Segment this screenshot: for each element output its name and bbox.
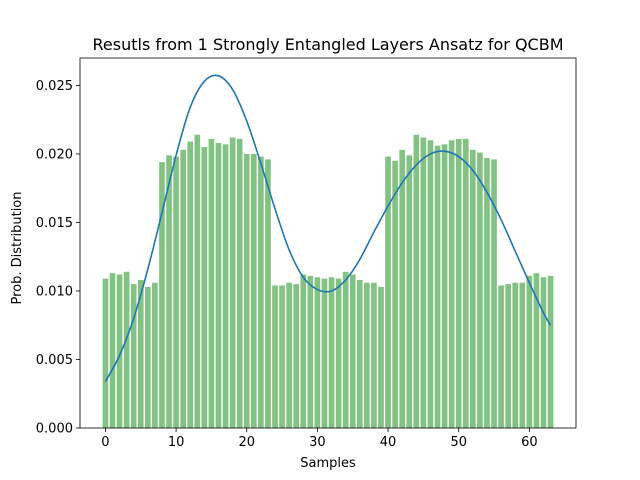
bar xyxy=(145,286,151,428)
y-tick-label: 0.025 xyxy=(36,79,73,94)
bar xyxy=(286,282,292,428)
bar xyxy=(250,153,257,429)
bar-series xyxy=(102,134,554,429)
bar xyxy=(342,271,349,428)
x-tick-label: 30 xyxy=(309,435,326,450)
bar xyxy=(364,282,370,428)
y-axis-ticks: 0.000 0.005 0.010 0.015 0.020 0.025 xyxy=(36,79,80,437)
bar xyxy=(441,144,448,429)
bar xyxy=(420,137,427,428)
bar xyxy=(547,275,554,428)
bar xyxy=(505,284,511,428)
y-axis-title: Prob. Distribution xyxy=(10,192,25,305)
bar xyxy=(173,156,179,428)
bar xyxy=(455,138,462,428)
bar xyxy=(166,155,172,428)
bar xyxy=(540,277,547,428)
bar xyxy=(406,155,413,428)
x-tick-label: 60 xyxy=(521,435,538,450)
bar xyxy=(152,282,158,428)
x-axis-title: Samples xyxy=(300,456,356,471)
x-tick-label: 20 xyxy=(238,435,255,450)
bar xyxy=(519,282,526,428)
bar xyxy=(243,153,250,429)
bar xyxy=(356,280,363,428)
bar xyxy=(123,271,130,428)
chart-title: Resutls from 1 Strongly Entangled Layers… xyxy=(93,35,564,54)
bar xyxy=(321,278,328,428)
bar xyxy=(462,138,469,428)
bar xyxy=(477,152,483,429)
bar xyxy=(229,137,236,428)
y-tick-label: 0.010 xyxy=(36,284,73,299)
y-tick-label: 0.005 xyxy=(36,353,73,368)
bar xyxy=(314,277,321,428)
bar xyxy=(512,282,519,428)
x-axis-ticks: 0 10 20 30 40 50 60 xyxy=(101,428,538,450)
bar xyxy=(413,134,420,429)
bar xyxy=(208,138,215,428)
bar xyxy=(427,140,434,428)
bar xyxy=(180,149,186,428)
bar xyxy=(328,277,335,428)
bar xyxy=(399,149,406,428)
bar xyxy=(349,274,356,428)
bar xyxy=(222,144,229,429)
bar xyxy=(385,156,391,428)
x-tick-label: 10 xyxy=(168,435,185,450)
bar xyxy=(109,273,116,428)
bar xyxy=(194,134,201,429)
bar xyxy=(272,285,278,428)
bar xyxy=(265,159,271,428)
y-tick-label: 0.000 xyxy=(36,422,73,437)
bar xyxy=(215,142,222,429)
bar xyxy=(130,284,137,428)
bar xyxy=(236,138,243,428)
bar xyxy=(335,278,342,428)
bar xyxy=(470,149,476,428)
bar xyxy=(498,285,504,428)
bar xyxy=(484,158,490,428)
bar xyxy=(378,286,384,428)
bar xyxy=(201,147,208,428)
bar xyxy=(491,159,497,428)
bar xyxy=(533,273,540,428)
bar xyxy=(258,156,264,428)
bar xyxy=(371,282,377,428)
bar xyxy=(307,275,314,428)
bar xyxy=(137,280,144,428)
y-tick-label: 0.015 xyxy=(36,216,73,231)
bar xyxy=(293,284,300,428)
bar xyxy=(187,141,194,428)
bar xyxy=(448,140,455,428)
y-tick-label: 0.020 xyxy=(36,147,73,162)
line-series xyxy=(104,74,552,382)
x-tick-label: 50 xyxy=(450,435,467,450)
x-tick-label: 0 xyxy=(101,435,109,450)
bar xyxy=(434,145,441,428)
plot-frame xyxy=(79,57,577,429)
bar xyxy=(159,162,165,429)
bar xyxy=(279,285,285,428)
x-tick-label: 40 xyxy=(380,435,397,450)
bar xyxy=(526,275,533,428)
bar xyxy=(392,160,398,428)
bar xyxy=(102,278,109,428)
bar xyxy=(116,274,123,428)
bar xyxy=(300,274,307,428)
